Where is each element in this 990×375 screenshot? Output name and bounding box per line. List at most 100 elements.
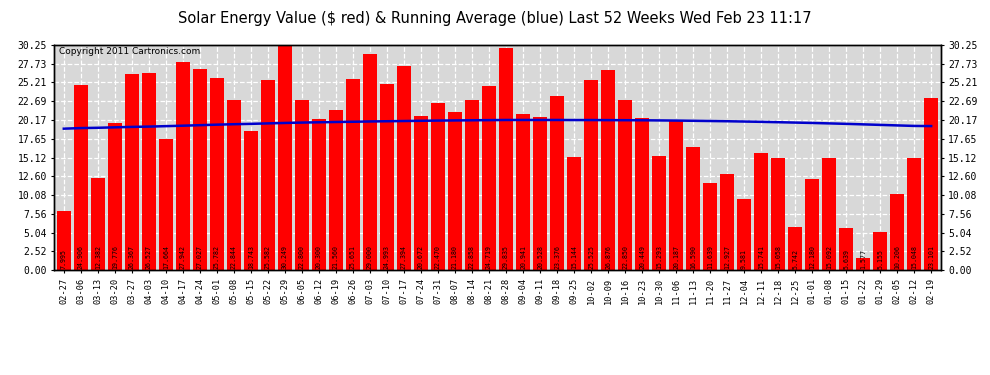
Bar: [362, 54, 377, 270]
Text: 23.376: 23.376: [554, 245, 560, 269]
Text: 5.742: 5.742: [792, 249, 798, 269]
Bar: [329, 110, 344, 270]
Text: 30.249: 30.249: [282, 245, 288, 269]
Text: 25.782: 25.782: [214, 245, 220, 269]
Text: 15.092: 15.092: [826, 245, 833, 269]
Text: 20.187: 20.187: [673, 245, 679, 269]
Bar: [822, 158, 837, 270]
Bar: [56, 210, 71, 270]
Text: 12.927: 12.927: [724, 245, 730, 269]
Bar: [397, 66, 411, 270]
Bar: [788, 227, 802, 270]
Bar: [805, 179, 820, 270]
Bar: [91, 178, 105, 270]
Text: 22.844: 22.844: [231, 245, 237, 269]
Text: 5.639: 5.639: [843, 249, 849, 269]
Text: 22.858: 22.858: [469, 245, 475, 269]
Text: 27.027: 27.027: [197, 245, 203, 269]
Text: 12.382: 12.382: [95, 245, 101, 269]
Bar: [516, 114, 531, 270]
Text: 22.850: 22.850: [622, 245, 628, 269]
Text: 7.995: 7.995: [60, 249, 66, 269]
Bar: [73, 85, 88, 270]
Text: 20.528: 20.528: [537, 245, 543, 269]
Text: 15.048: 15.048: [911, 245, 917, 269]
Text: 26.876: 26.876: [605, 245, 611, 269]
Bar: [260, 80, 275, 270]
Text: 18.743: 18.743: [248, 245, 253, 269]
Bar: [533, 117, 547, 270]
Bar: [669, 120, 683, 270]
Text: 9.581: 9.581: [742, 249, 747, 269]
Text: 24.719: 24.719: [486, 245, 492, 269]
Text: 20.449: 20.449: [639, 245, 645, 269]
Text: 23.101: 23.101: [929, 245, 935, 269]
Bar: [720, 174, 735, 270]
Text: Solar Energy Value ($ red) & Running Average (blue) Last 52 Weeks Wed Feb 23 11:: Solar Energy Value ($ red) & Running Ave…: [178, 11, 812, 26]
Bar: [346, 79, 360, 270]
Text: 29.835: 29.835: [503, 245, 509, 269]
Bar: [431, 103, 446, 270]
Text: 24.906: 24.906: [78, 245, 84, 269]
Bar: [635, 118, 649, 270]
Bar: [414, 116, 428, 270]
Text: 17.664: 17.664: [162, 245, 169, 269]
Bar: [312, 119, 326, 270]
Text: 15.144: 15.144: [571, 245, 577, 269]
Bar: [890, 194, 904, 270]
Bar: [193, 69, 207, 270]
Text: 29.000: 29.000: [367, 245, 373, 269]
Bar: [125, 74, 139, 270]
Bar: [924, 98, 939, 270]
Text: 10.206: 10.206: [894, 245, 900, 269]
Text: 15.058: 15.058: [775, 245, 781, 269]
Bar: [651, 156, 666, 270]
Bar: [907, 158, 922, 270]
Bar: [175, 62, 190, 270]
Bar: [447, 112, 462, 270]
Bar: [873, 232, 887, 270]
Text: 5.155: 5.155: [877, 249, 883, 269]
Bar: [753, 153, 768, 270]
Text: 27.942: 27.942: [180, 245, 186, 269]
Bar: [464, 100, 479, 270]
Text: 11.639: 11.639: [707, 245, 713, 269]
Text: 15.741: 15.741: [758, 245, 764, 269]
Bar: [703, 183, 718, 270]
Text: 24.993: 24.993: [384, 245, 390, 269]
Text: 20.672: 20.672: [418, 245, 424, 269]
Text: 26.367: 26.367: [129, 245, 135, 269]
Bar: [618, 100, 633, 270]
Text: 25.582: 25.582: [265, 245, 271, 269]
Text: 12.180: 12.180: [809, 245, 815, 269]
Bar: [380, 84, 394, 270]
Bar: [482, 86, 496, 270]
Bar: [839, 228, 853, 270]
Bar: [244, 130, 258, 270]
Text: 1.577: 1.577: [860, 249, 866, 269]
Bar: [295, 100, 309, 270]
Bar: [499, 48, 513, 270]
Bar: [227, 100, 242, 270]
Bar: [158, 139, 173, 270]
Bar: [142, 73, 156, 270]
Bar: [771, 158, 785, 270]
Text: 21.180: 21.180: [452, 245, 458, 269]
Text: 22.800: 22.800: [299, 245, 305, 269]
Bar: [856, 258, 870, 270]
Text: 19.776: 19.776: [112, 245, 118, 269]
Bar: [277, 45, 292, 270]
Text: 27.394: 27.394: [401, 245, 407, 269]
Text: 25.651: 25.651: [349, 245, 356, 269]
Text: 26.527: 26.527: [146, 245, 151, 269]
Text: 20.941: 20.941: [520, 245, 526, 269]
Text: 16.590: 16.590: [690, 245, 696, 269]
Bar: [210, 78, 224, 270]
Text: Copyright 2011 Cartronics.com: Copyright 2011 Cartronics.com: [58, 47, 200, 56]
Bar: [686, 147, 700, 270]
Text: 22.470: 22.470: [435, 245, 441, 269]
Bar: [567, 158, 581, 270]
Text: 21.560: 21.560: [333, 245, 339, 269]
Bar: [584, 80, 598, 270]
Text: 20.300: 20.300: [316, 245, 322, 269]
